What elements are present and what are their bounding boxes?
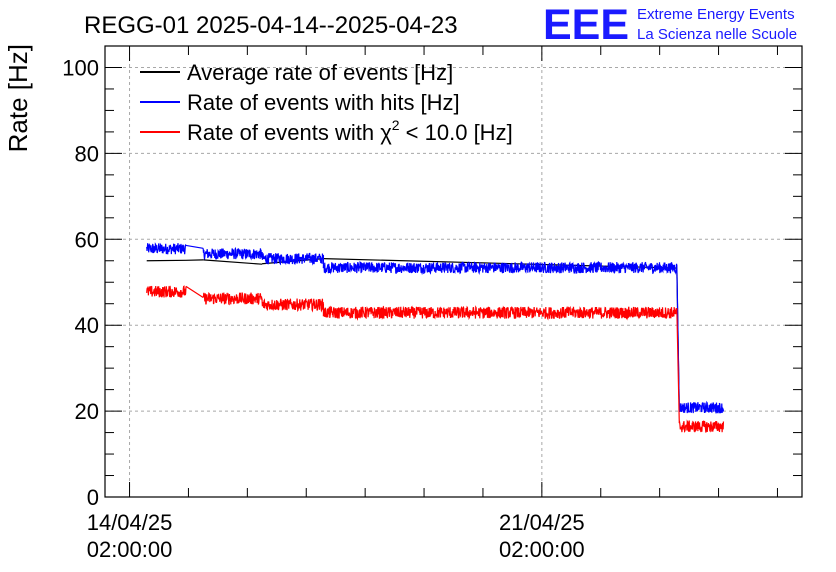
series-2-segment (261, 298, 325, 313)
series-2-segment (678, 419, 725, 433)
series-2-segment (202, 291, 263, 306)
axes (104, 45, 803, 498)
x-tick-label-date: 14/04/25 (87, 510, 173, 535)
y-tick-label: 60 (75, 227, 99, 252)
logo-line1: Extreme Energy Events (637, 6, 795, 23)
series-1-segment (322, 260, 678, 276)
legend: Average rate of events [Hz] Rate of event… (140, 60, 513, 145)
y-tick-label: 80 (75, 141, 99, 166)
chart-title: REGG-01 2025-04-14--2025-04-23 (84, 12, 458, 39)
series-1-segment (202, 246, 263, 261)
x-tick-label-time: 02:00:00 (87, 537, 173, 562)
series-1-segment (146, 242, 187, 255)
series-2-connector (185, 285, 204, 298)
eee-logo: EEE Extreme Energy Events La Scienza nel… (543, 1, 797, 49)
legend-label-text: Average rate of events [Hz] (187, 60, 453, 85)
x-tick-label-date: 21/04/25 (499, 510, 585, 535)
series-1 (146, 242, 725, 415)
y-axis-label: Rate [Hz] (3, 44, 33, 152)
logo-letters: EEE (543, 1, 629, 49)
legend-label-superscript: 2 (392, 117, 400, 133)
series-0-segment (203, 259, 263, 265)
y-tick-label: 0 (87, 485, 99, 510)
series-2 (146, 285, 725, 433)
y-tick-label: 40 (75, 313, 99, 338)
legend-label-suffix: < 10.0 [Hz] (400, 120, 513, 145)
series-2-segment (146, 285, 187, 298)
series-1-segment (678, 400, 725, 415)
x-tick-label-time: 02:00:00 (499, 537, 585, 562)
tick-labels: 02040608010014/04/2502:00:0021/04/2502:0… (62, 55, 584, 562)
series-1-segment (261, 252, 324, 266)
legend-label-text: Rate of events with hits [Hz] (187, 90, 460, 115)
legend-label-1: Rate of events with hits [Hz] (187, 90, 460, 115)
y-tick-label: 20 (75, 399, 99, 424)
series-2-connector (676, 308, 680, 424)
logo-line2: La Scienza nelle Scuole (637, 26, 797, 43)
series-1-connector (185, 244, 204, 249)
grid-lines (105, 46, 802, 497)
legend-label-0: Average rate of events [Hz] (187, 60, 453, 85)
plot-frame (104, 45, 803, 498)
legend-label-text: Rate of events with χ (187, 120, 392, 145)
legend-label-2: Rate of events with χ2 < 10.0 [Hz] (187, 117, 513, 145)
y-tick-label: 100 (62, 55, 99, 80)
series-lines (146, 242, 725, 433)
series-2-segment (322, 305, 678, 321)
